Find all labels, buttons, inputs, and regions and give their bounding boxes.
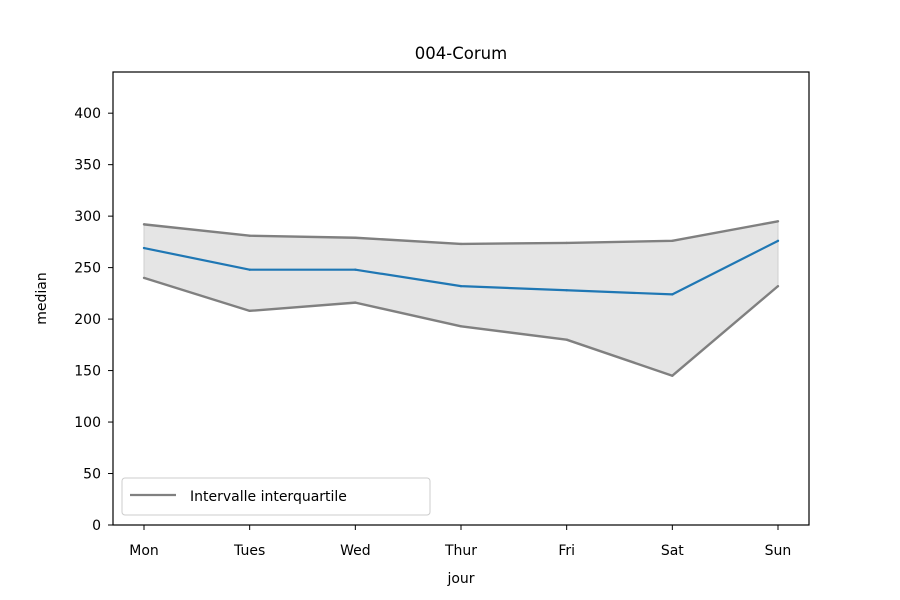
point-q1-fri [565,338,568,341]
point-q1-tues [248,309,251,313]
series-lines-layer [142,220,780,377]
y-tick-label-400: 400 [74,106,101,122]
x-axis-title: jour [446,571,474,587]
point-median-mon [142,246,146,250]
y-axis-title: median [34,272,50,324]
point-q3-mon [142,223,146,226]
y-tick-label-150: 150 [74,364,101,380]
point-median-fri [565,289,568,292]
y-tick-label-0: 0 [92,518,101,534]
y-tick-label-100: 100 [74,415,101,431]
y-axis: 0 50 100 150 200 250 300 350 400 [74,106,113,534]
point-q1-sun [776,284,780,288]
y-tick-label-200: 200 [74,312,101,328]
point-q1-mon [142,276,146,280]
point-median-thur [459,284,463,288]
y-tick-label-350: 350 [74,158,101,174]
point-q3-thur [459,242,463,246]
point-q1-sat [671,374,674,377]
legend-box [121,477,431,516]
point-q3-sun [776,220,780,223]
point-median-wed [354,268,357,271]
x-tick-label-sat: Sat [661,543,684,559]
x-tick-label-thur: Thur [444,543,477,559]
point-q3-sat [671,239,674,243]
x-tick-label-mon: Mon [129,543,159,559]
y-tick-label-250: 250 [74,261,101,277]
y-tick-label-300: 300 [74,209,101,225]
point-q1-thur [459,325,463,328]
point-median-tues [248,268,251,271]
chart-title: 004-Corum [415,44,507,63]
point-q3-tues [248,234,251,237]
legend-label: Intervalle interquartile [190,489,347,505]
x-tick-label-sun: Sun [765,543,792,559]
point-q1-wed [354,301,357,304]
point-median-sun [776,239,780,243]
x-tick-label-wed: Wed [340,543,371,559]
point-median-sat [671,293,674,296]
legend: Intervalle interquartile [121,477,431,516]
x-axis: Mon Tues Wed Thur Fri Sat Sun [129,525,791,559]
point-q3-fri [565,241,568,245]
y-tick-label-50: 50 [83,467,101,483]
x-tick-label-tues: Tues [233,543,265,559]
point-q3-wed [354,236,357,239]
x-tick-label-fri: Fri [558,543,575,559]
